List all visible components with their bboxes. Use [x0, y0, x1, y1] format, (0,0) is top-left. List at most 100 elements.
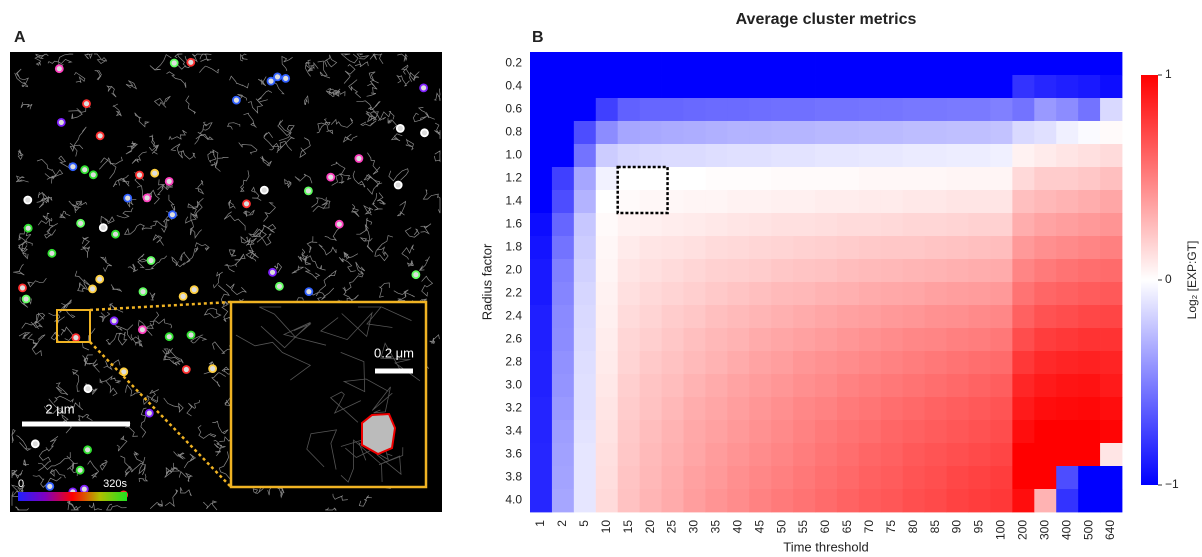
- cluster-dot: [18, 283, 27, 293]
- heat-cell: [990, 305, 1013, 329]
- heat-cell: [902, 121, 926, 145]
- heat-cell: [683, 351, 706, 375]
- heat-cell: [946, 443, 969, 467]
- heat-cell: [771, 144, 794, 168]
- y-tick-label: 2.8: [505, 355, 522, 369]
- heat-cell: [924, 489, 947, 513]
- heat-cell: [530, 167, 553, 191]
- heat-cell: [573, 420, 597, 444]
- cluster-dot: [135, 170, 144, 180]
- heat-cell: [1100, 213, 1123, 237]
- heat-cell: [1012, 351, 1035, 375]
- heat-cell: [1012, 75, 1035, 99]
- cluster-dot: [208, 364, 218, 374]
- heat-cell: [880, 466, 904, 490]
- heat-cell: [727, 328, 750, 352]
- heat-cell: [551, 75, 575, 99]
- heat-cell: [1056, 167, 1079, 191]
- heat-cell: [990, 420, 1013, 444]
- heat-cell: [858, 259, 882, 283]
- cluster-dot: [82, 99, 91, 109]
- heat-cell: [902, 167, 926, 191]
- heat-cell: [924, 98, 947, 122]
- heat-cell: [1034, 420, 1057, 444]
- heat-cell: [924, 282, 947, 306]
- heat-cell: [836, 374, 860, 398]
- heat-cell: [793, 328, 816, 352]
- heat-cell: [595, 52, 619, 76]
- x-tick-label: 300: [1037, 520, 1051, 540]
- heat-cell: [836, 328, 860, 352]
- heat-cell: [858, 75, 882, 99]
- cluster-dot: [393, 180, 403, 190]
- heat-cell: [639, 351, 662, 375]
- heat-cell: [573, 98, 597, 122]
- heat-cell: [902, 75, 926, 99]
- heat-cell: [1034, 397, 1057, 421]
- y-tick-label: 4.0: [505, 493, 522, 507]
- y-tick-label: 0.8: [505, 125, 522, 139]
- cluster-dot: [75, 465, 85, 475]
- heat-cell: [1012, 282, 1035, 306]
- heat-cell: [530, 75, 553, 99]
- cluster-dot: [23, 195, 33, 205]
- heat-cell: [771, 282, 794, 306]
- cluster-dot: [138, 287, 148, 297]
- heat-cell: [815, 374, 838, 398]
- heat-cell: [1078, 121, 1101, 145]
- cluster-dot: [164, 176, 174, 186]
- heat-cell: [661, 190, 684, 214]
- heat-cell: [595, 259, 619, 283]
- heat-cell: [705, 374, 728, 398]
- heat-cell: [749, 190, 772, 214]
- x-tick-label: 30: [687, 520, 701, 534]
- cluster-dot: [144, 408, 154, 418]
- heat-cell: [793, 305, 816, 329]
- heat-cell: [1012, 374, 1035, 398]
- heat-cell: [530, 397, 553, 421]
- cluster-dot: [186, 57, 196, 67]
- heat-cell: [793, 75, 816, 99]
- heat-cell: [771, 52, 794, 76]
- time-end-label: 320s: [103, 478, 127, 490]
- heat-cell: [727, 397, 750, 421]
- heat-cell: [530, 466, 553, 490]
- heat-cell: [727, 121, 750, 145]
- heat-cell: [771, 374, 794, 398]
- heat-cell: [880, 144, 904, 168]
- heat-cell: [924, 397, 947, 421]
- cluster-dot: [83, 384, 93, 394]
- heat-cell: [1100, 167, 1123, 191]
- heat-cell: [771, 98, 794, 122]
- heat-cell: [1034, 282, 1057, 306]
- heat-cell: [924, 443, 947, 467]
- heat-cell: [1100, 121, 1123, 145]
- heat-cell: [551, 328, 575, 352]
- heat-cell: [639, 167, 662, 191]
- y-tick-label: 3.0: [505, 378, 522, 392]
- heat-cell: [727, 190, 750, 214]
- x-tick-label: 55: [796, 520, 810, 534]
- heat-cell: [946, 374, 969, 398]
- y-tick-label: 1.0: [505, 148, 522, 162]
- heat-cell: [968, 144, 991, 168]
- heat-cell: [617, 190, 641, 214]
- cluster-dot: [83, 445, 92, 455]
- heat-cell: [880, 52, 904, 76]
- heat-cell: [639, 98, 662, 122]
- heat-cell: [705, 420, 728, 444]
- cluster-dot: [334, 219, 344, 229]
- heat-cell: [1034, 466, 1057, 490]
- heat-cell: [968, 75, 991, 99]
- heat-cell: [902, 466, 926, 490]
- heat-cell: [1034, 98, 1057, 122]
- heat-cell: [1034, 374, 1057, 398]
- heat-cell: [727, 52, 750, 76]
- y-tick-label: 2.6: [505, 332, 522, 346]
- heat-cell: [990, 98, 1013, 122]
- heat-cell: [551, 259, 575, 283]
- heat-cell: [551, 443, 575, 467]
- heat-cell: [661, 466, 684, 490]
- heat-cell: [968, 52, 991, 76]
- heat-cell: [858, 420, 882, 444]
